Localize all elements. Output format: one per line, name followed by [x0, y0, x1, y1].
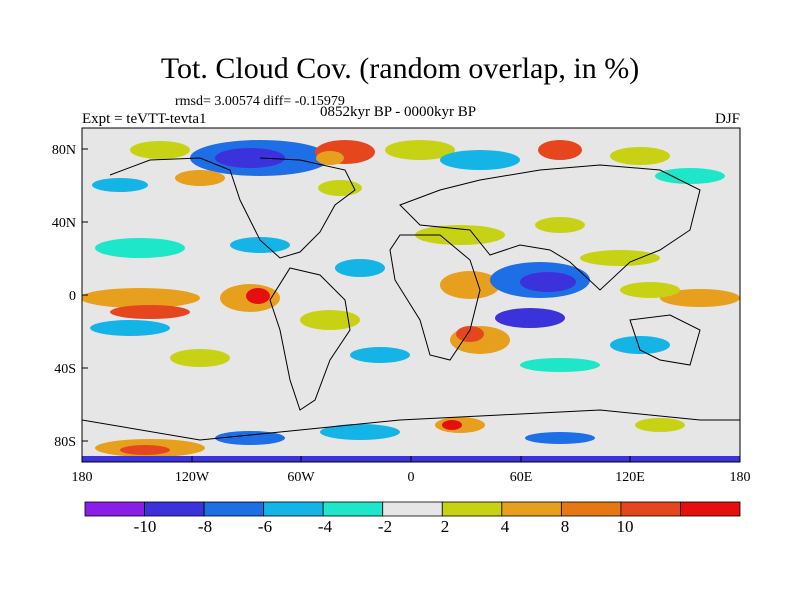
- colorbar-swatch: [501, 501, 562, 517]
- anomaly-patch: [385, 140, 455, 160]
- lon-label: 60W: [287, 470, 315, 485]
- anomaly-patch: [620, 282, 680, 298]
- anomaly-patch: [130, 141, 190, 159]
- anomaly-patch: [538, 140, 582, 160]
- map-title: Tot. Cloud Cov. (random overlap, in %): [160, 52, 640, 85]
- stats-text: rmsd= 3.00574 diff= -0.15979: [175, 94, 345, 109]
- colorbar-label: -10: [134, 517, 157, 536]
- colorbar-label: 4: [501, 517, 510, 536]
- anomaly-patch: [92, 178, 148, 192]
- colorbar-swatch: [382, 501, 443, 517]
- lat-label: 40S: [54, 362, 76, 377]
- lat-label: 80N: [52, 143, 76, 158]
- period-label: 0852kyr BP - 0000kyr BP: [320, 104, 477, 120]
- lat-label: 0: [69, 289, 76, 304]
- anomaly-patch: [440, 150, 520, 170]
- map-field: [82, 128, 740, 462]
- anomaly-patch: [456, 326, 484, 342]
- coastlines: [82, 157, 740, 441]
- colorbar: [84, 501, 741, 517]
- anomaly-patch: [335, 259, 385, 277]
- colorbar-swatch: [203, 501, 265, 517]
- colorbar-swatch: [322, 501, 384, 517]
- colorbar-swatch: [144, 501, 205, 517]
- anomaly-patch: [120, 445, 170, 455]
- anomaly-patch: [350, 347, 410, 363]
- lon-label: 120W: [175, 470, 210, 485]
- colorbar-swatch: [560, 501, 622, 517]
- anomaly-patch: [655, 168, 725, 184]
- anomaly-patch: [170, 349, 230, 367]
- latitude-axis: 80N 40N 0 40S 80S: [52, 143, 88, 450]
- anomaly-patch: [610, 336, 670, 354]
- anomaly-patch: [246, 288, 270, 304]
- colorbar-labels: -10 -8 -6 -4 -2 2 4 8 10: [134, 517, 634, 536]
- anomaly-patch: [110, 305, 190, 319]
- anomaly-patch: [318, 180, 362, 196]
- colorbar-label: -4: [318, 517, 333, 536]
- anomaly-patch: [215, 148, 285, 168]
- colorbar-swatch: [680, 501, 741, 517]
- colorbar-label: 10: [617, 517, 634, 536]
- anomaly-patch: [90, 320, 170, 336]
- anomaly-patch: [415, 225, 505, 245]
- colorbar-label: -8: [198, 517, 212, 536]
- anomaly-patch: [442, 420, 462, 430]
- longitude-axis: 180 120W 60W 0 60E 120E 180: [72, 456, 751, 485]
- anomaly-patch: [525, 432, 595, 444]
- anomaly-patch: [230, 237, 290, 253]
- colorbar-label: -6: [258, 517, 272, 536]
- season-label: DJF: [714, 111, 740, 127]
- anomaly-patch: [440, 271, 500, 299]
- anomaly-patch: [520, 272, 576, 292]
- anomaly-patch: [82, 288, 200, 308]
- colorbar-swatch: [263, 501, 324, 517]
- lon-label: 60E: [510, 470, 533, 485]
- colorbar-label: -2: [378, 517, 392, 536]
- anomaly-patch: [175, 170, 225, 186]
- lat-label: 80S: [54, 435, 76, 450]
- anomaly-patch: [495, 308, 565, 328]
- anomaly-patch: [520, 358, 600, 372]
- experiment-label: Expt = teVTT-tevta1: [82, 111, 207, 127]
- anomaly-patch: [316, 151, 344, 165]
- anomaly-patch: [610, 147, 670, 165]
- anomaly-patch: [300, 310, 360, 330]
- lon-label: 0: [408, 470, 415, 485]
- anomaly-patch: [535, 217, 585, 233]
- lon-label: 180: [730, 470, 751, 485]
- anomaly-patch: [215, 431, 285, 445]
- colorbar-label: 2: [441, 517, 450, 536]
- anomaly-patch: [580, 250, 660, 266]
- colorbar-swatch: [84, 501, 145, 517]
- colorbar-label: 8: [561, 517, 570, 536]
- colorbar-swatch: [620, 501, 681, 517]
- colorbar-swatch: [441, 501, 503, 517]
- anomaly-patch: [95, 238, 185, 258]
- lat-label: 40N: [52, 216, 76, 231]
- lon-label: 180: [72, 470, 93, 485]
- anomaly-patch: [660, 289, 740, 307]
- lon-label: 120E: [615, 470, 645, 485]
- anomaly-patch: [635, 418, 685, 432]
- anomaly-patch: [320, 424, 400, 440]
